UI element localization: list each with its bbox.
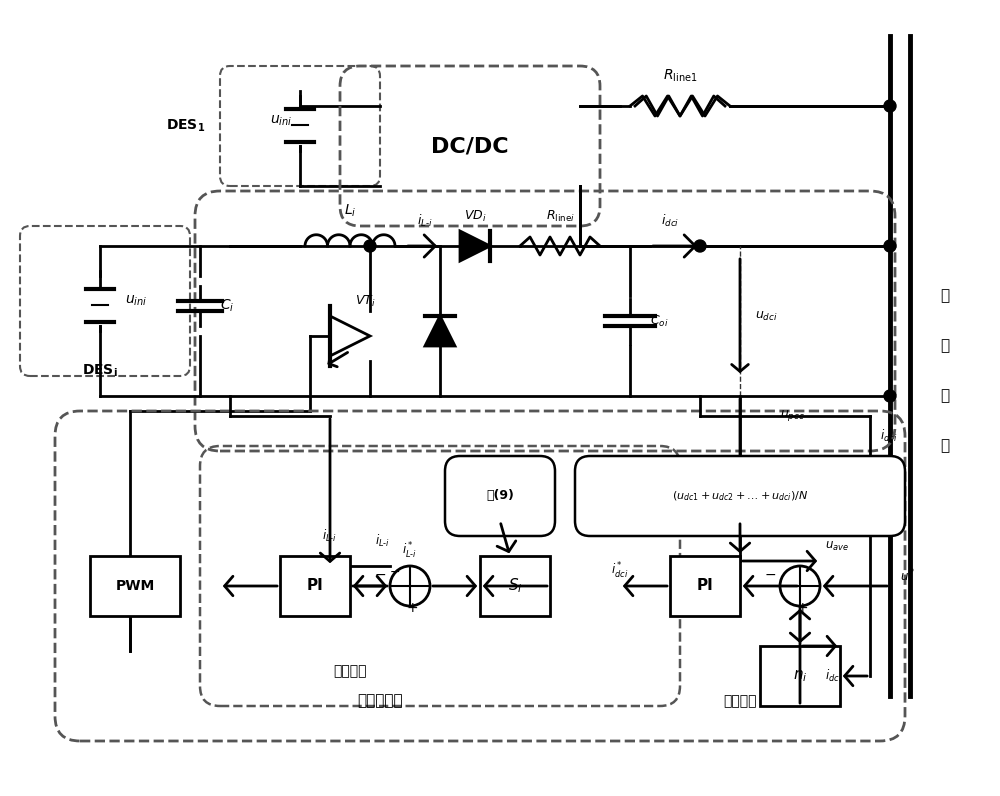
Text: 流: 流 xyxy=(940,338,950,353)
Circle shape xyxy=(884,240,896,252)
Text: 电压外环: 电压外环 xyxy=(723,694,757,708)
Text: $u_{dci}$: $u_{dci}$ xyxy=(755,310,778,322)
Text: $(u_{dc1}+u_{dc2}+\ldots+u_{dci})/N$: $(u_{dc1}+u_{dc2}+\ldots+u_{dci})/N$ xyxy=(672,490,808,503)
Text: $S_i$: $S_i$ xyxy=(508,576,522,595)
Text: 电流内环: 电流内环 xyxy=(333,664,367,678)
Bar xyxy=(760,646,840,706)
Text: $i_{dci}$: $i_{dci}$ xyxy=(880,428,897,444)
Text: $C_{oi}$: $C_{oi}$ xyxy=(650,314,668,329)
Text: $VD_i$: $VD_i$ xyxy=(464,209,486,224)
Text: $R_{\mathrm{line1}}$: $R_{\mathrm{line1}}$ xyxy=(663,68,697,84)
Text: $u_{ini}$: $u_{ini}$ xyxy=(125,294,147,308)
Text: 式(9): 式(9) xyxy=(486,490,514,502)
Text: $u_{pcc}$: $u_{pcc}$ xyxy=(780,408,805,423)
Text: $C_i$: $C_i$ xyxy=(220,298,234,314)
FancyBboxPatch shape xyxy=(445,456,555,536)
Text: $i_{dci}^*$: $i_{dci}^*$ xyxy=(611,561,629,581)
Text: $i_{dci}$: $i_{dci}$ xyxy=(825,668,842,684)
Text: 母: 母 xyxy=(940,388,950,404)
Bar xyxy=(90,556,180,616)
Polygon shape xyxy=(425,316,455,346)
Text: $\mathbf{DES_1}$: $\mathbf{DES_1}$ xyxy=(166,118,205,135)
Text: $R_{\mathrm{line}i}$: $R_{\mathrm{line}i}$ xyxy=(546,209,574,224)
Text: $L_i$: $L_i$ xyxy=(344,203,356,219)
Text: $+$: $+$ xyxy=(406,601,418,615)
Text: PI: PI xyxy=(697,579,713,594)
Text: 线: 线 xyxy=(940,439,950,454)
Text: $VT_i$: $VT_i$ xyxy=(355,294,375,309)
Circle shape xyxy=(694,240,706,252)
Circle shape xyxy=(884,390,896,402)
Polygon shape xyxy=(460,231,490,261)
Text: $+$: $+$ xyxy=(796,601,808,615)
FancyBboxPatch shape xyxy=(575,456,905,536)
Circle shape xyxy=(884,100,896,112)
Text: $n_i$: $n_i$ xyxy=(793,668,807,684)
Bar xyxy=(480,556,550,616)
Text: $u_{ave}$: $u_{ave}$ xyxy=(825,540,849,552)
Text: 双闭环控制: 双闭环控制 xyxy=(357,693,403,708)
Text: $-$: $-$ xyxy=(764,567,776,581)
Text: $u^*$: $u^*$ xyxy=(900,568,916,584)
Text: 直: 直 xyxy=(940,288,950,303)
Bar xyxy=(670,556,740,616)
Text: $i_{L\text{-}i}$: $i_{L\text{-}i}$ xyxy=(417,213,433,229)
Text: $i_{L\text{-}i}$: $i_{L\text{-}i}$ xyxy=(322,528,338,544)
Text: $-$: $-$ xyxy=(374,567,386,581)
Circle shape xyxy=(364,240,376,252)
Text: $i_{L\text{-}i}^*$: $i_{L\text{-}i}^*$ xyxy=(402,541,418,561)
Text: PWM: PWM xyxy=(115,579,155,593)
Text: $u_{ini}$: $u_{ini}$ xyxy=(270,114,292,128)
Text: $-$: $-$ xyxy=(389,564,401,578)
Text: $i_{dci}$: $i_{dci}$ xyxy=(661,213,679,229)
Text: $\mathbf{DES_i}$: $\mathbf{DES_i}$ xyxy=(82,363,118,379)
Text: DC/DC: DC/DC xyxy=(431,136,509,156)
Text: PI: PI xyxy=(307,579,323,594)
Text: $i_{L\text{-}i}$: $i_{L\text{-}i}$ xyxy=(375,533,390,549)
Bar xyxy=(280,556,350,616)
